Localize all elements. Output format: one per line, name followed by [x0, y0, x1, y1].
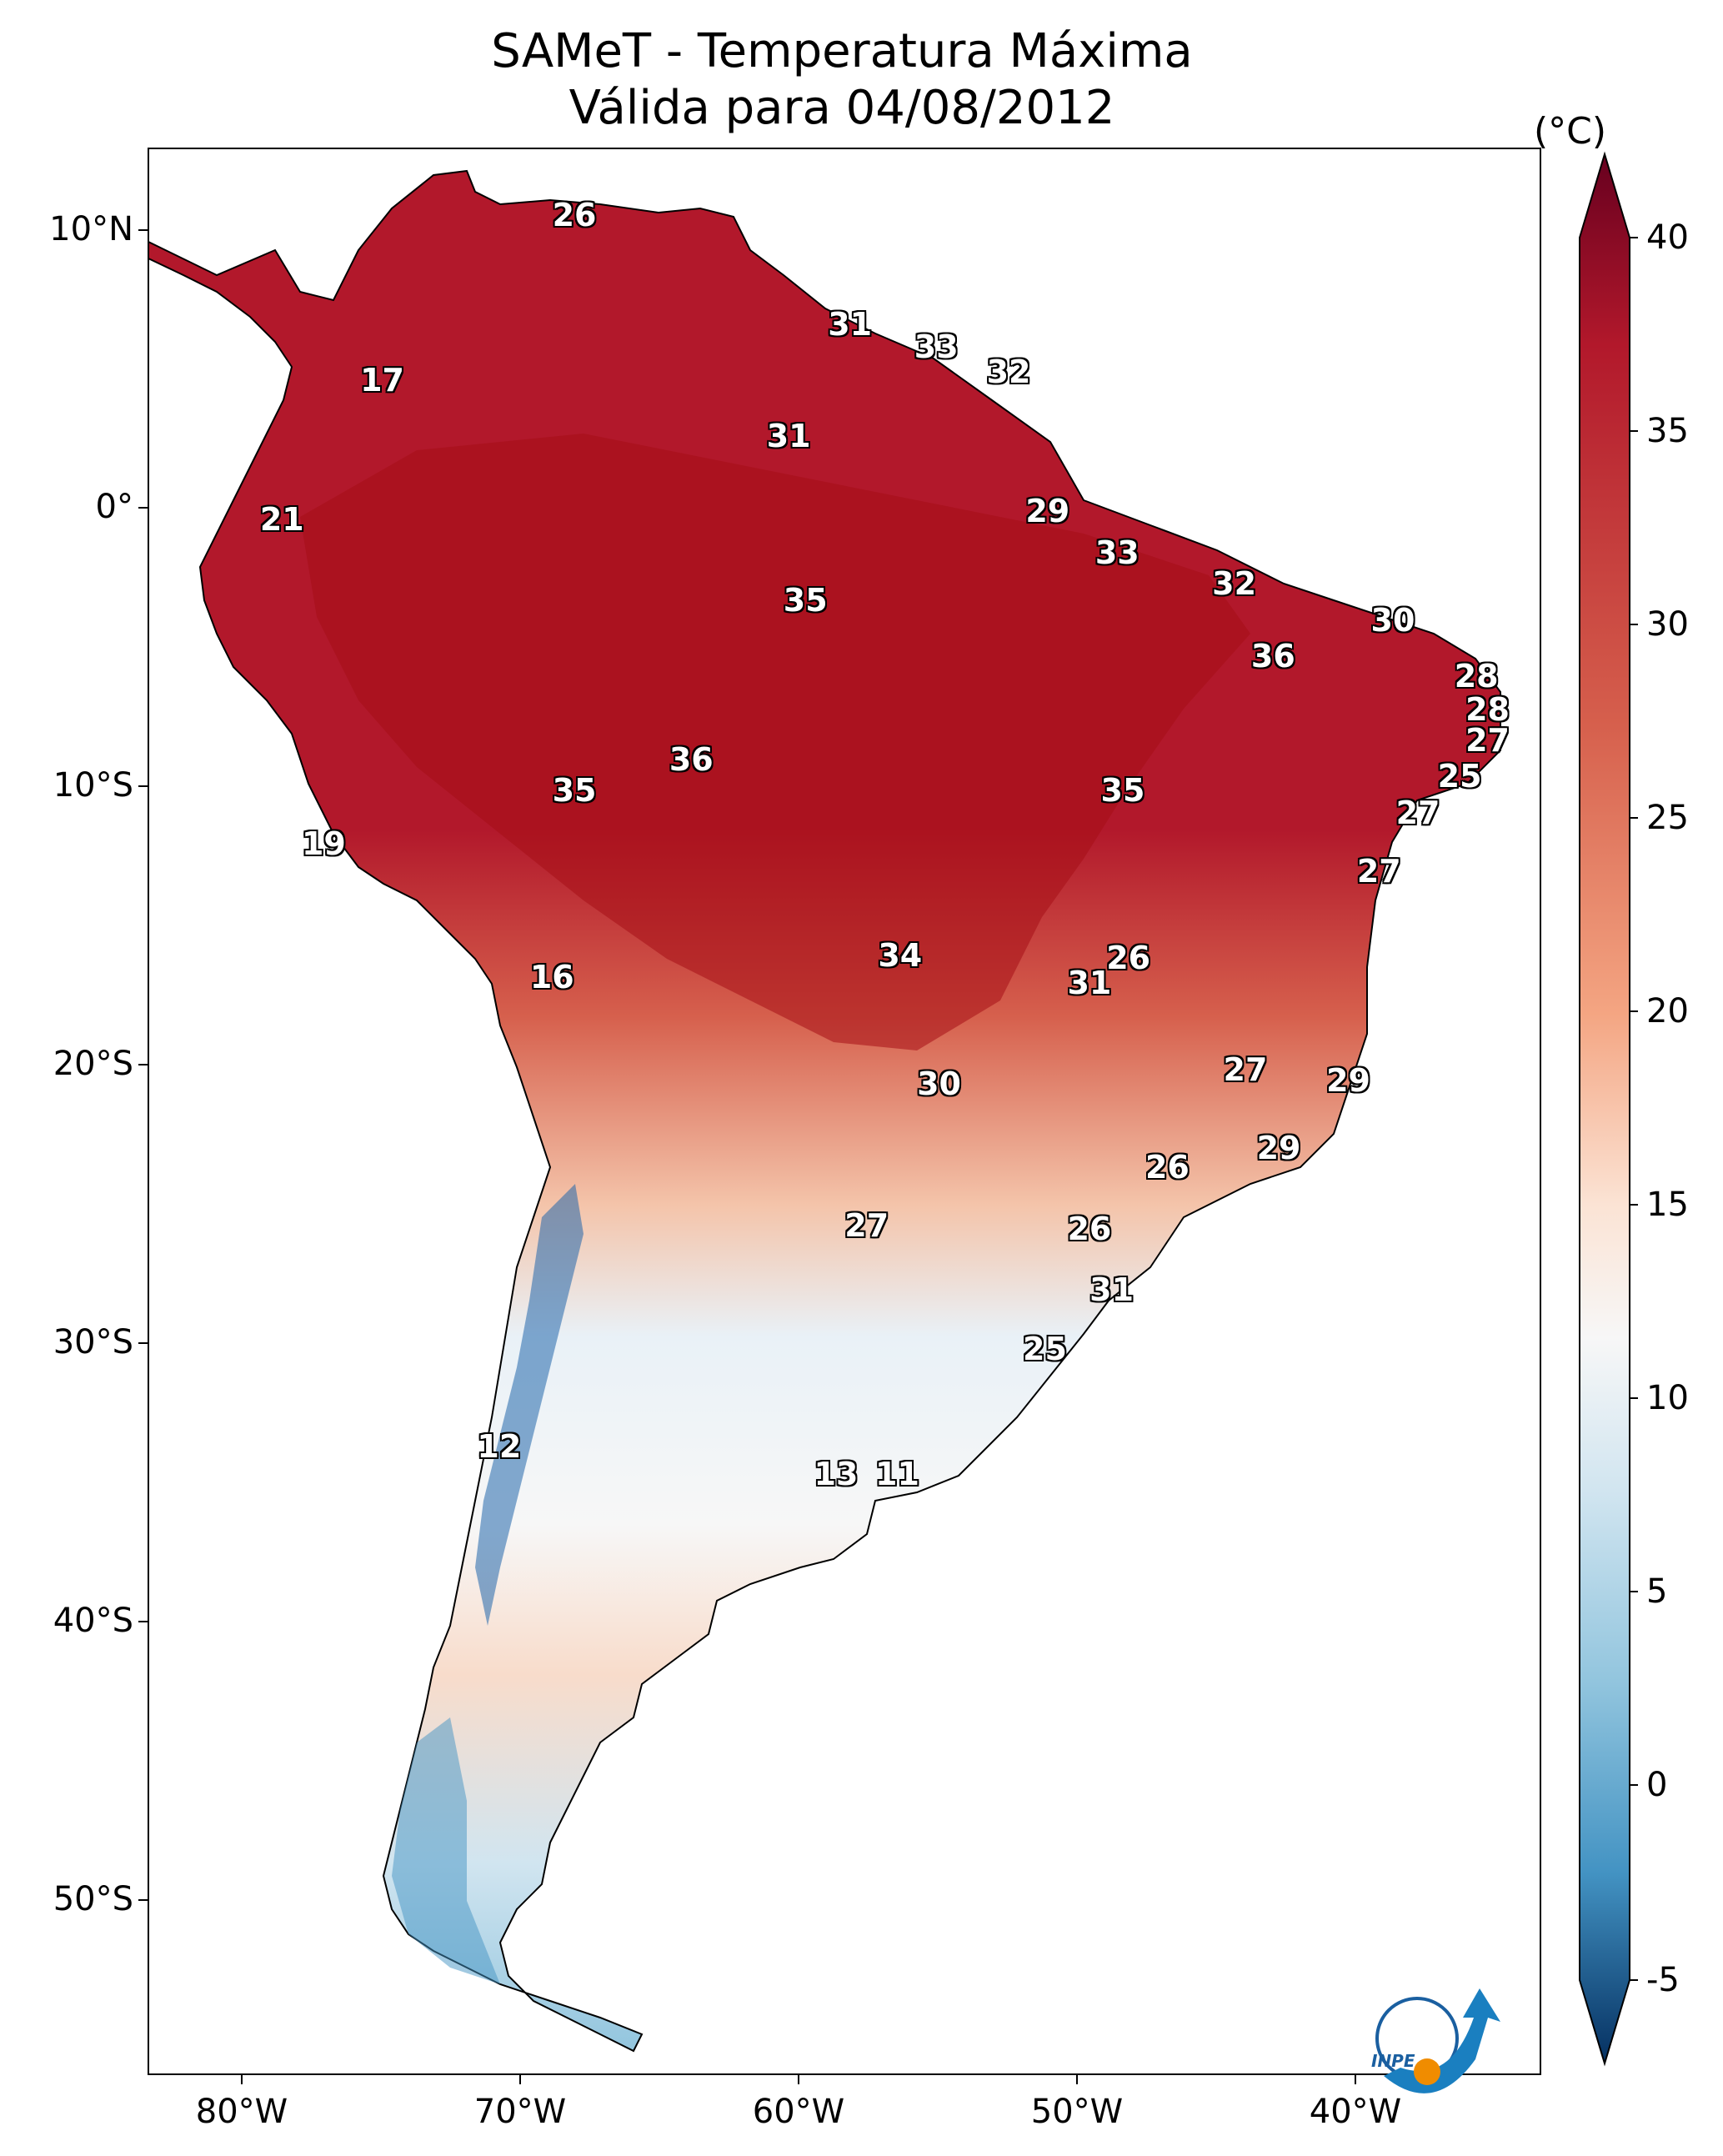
- lon-tick-label: 70°W: [473, 2093, 567, 2131]
- temperature-label: 29: [1256, 1129, 1301, 1166]
- temperature-label: 31: [1089, 1271, 1134, 1309]
- lon-tick-label: 60°W: [752, 2093, 845, 2131]
- lat-tick-label: 10°S: [53, 766, 133, 805]
- temperature-label: 27: [1223, 1050, 1268, 1088]
- temperature-label: 26: [1144, 1148, 1190, 1186]
- temperature-label: 19: [301, 825, 346, 862]
- colorbar: [1579, 151, 1630, 2067]
- temperature-label: 21: [259, 501, 304, 539]
- temperature-label: 26: [1106, 939, 1151, 976]
- temperature-label: 31: [766, 417, 811, 454]
- temperature-label: 36: [669, 741, 714, 779]
- colorbar-tick-label: 15: [1646, 1186, 1689, 1224]
- lon-tick-label: 80°W: [195, 2093, 288, 2131]
- lon-ticks: [241, 2074, 1356, 2084]
- lat-tick-label: 10°N: [49, 210, 133, 248]
- temperature-label: 27: [844, 1207, 889, 1245]
- colorbar-tick-label: 10: [1646, 1379, 1689, 1417]
- colorbar-tick-label: 5: [1646, 1572, 1668, 1611]
- temperature-label: 25: [1437, 758, 1482, 795]
- map-title: SAMeT - Temperatura Máxima: [491, 24, 1193, 78]
- lat-tick-label: 50°S: [53, 1880, 133, 1918]
- colorbar-units: (°C): [1534, 110, 1607, 153]
- colorbar-tick-label: 35: [1646, 412, 1689, 450]
- colorbar-tick-label: -5: [1646, 1961, 1680, 1999]
- lon-tick-label: 50°W: [1030, 2093, 1124, 2131]
- temperature-label: 35: [1100, 772, 1145, 809]
- temperature-label: 11: [875, 1456, 919, 1493]
- lon-tick-label: 40°W: [1309, 2093, 1402, 2131]
- lat-tick-label: 20°S: [53, 1045, 133, 1083]
- temperature-label: 28: [1454, 657, 1499, 694]
- temperature-label: 26: [552, 197, 597, 234]
- inpe-logo: [1375, 1988, 1500, 2093]
- lat-tick-label: 40°S: [53, 1602, 133, 1640]
- temperature-label: 31: [1067, 965, 1112, 1001]
- temperature-label: 27: [1465, 721, 1510, 759]
- temperature-label: 13: [814, 1456, 859, 1493]
- lat-tick-label: 30°S: [53, 1323, 133, 1361]
- temperature-label: 25: [1023, 1330, 1067, 1367]
- lat-ticks: [138, 229, 148, 1901]
- temperature-label: 30: [1370, 601, 1415, 639]
- temperature-label: 33: [1094, 534, 1139, 572]
- temperature-label: 29: [1025, 493, 1070, 530]
- temperature-label: 29: [1326, 1062, 1370, 1100]
- temperature-label: 27: [1356, 853, 1401, 890]
- temperature-label: 16: [529, 959, 574, 996]
- temperature-label: 35: [783, 582, 828, 619]
- lat-tick-label: 0°: [95, 488, 133, 526]
- temperature-label: 27: [1395, 794, 1440, 831]
- temperature-label: 26: [1067, 1210, 1112, 1247]
- temperature-label: 12: [477, 1427, 522, 1465]
- inpe-logo-text: INPE: [1371, 2051, 1415, 2071]
- hot-core-region: [300, 434, 1250, 1050]
- colorbar-tick-label: 0: [1646, 1766, 1668, 1804]
- temperature-label: 34: [878, 936, 923, 974]
- colorbar-tick-label: 40: [1646, 218, 1689, 257]
- temperature-label: 32: [986, 353, 1031, 390]
- temperature-label: 33: [914, 328, 959, 365]
- temperature-label: 31: [828, 305, 873, 343]
- temperature-label: 35: [552, 772, 597, 809]
- andes-cold-band: [475, 1184, 584, 1626]
- patagonia-cold-band: [392, 1717, 500, 1984]
- temperature-label: 30: [917, 1065, 961, 1102]
- colorbar-ticks: [1630, 237, 1638, 1981]
- temperature-label: 36: [1250, 638, 1295, 675]
- colorbar-tick-label: 30: [1646, 605, 1689, 644]
- temperature-label: 17: [360, 361, 404, 399]
- colorbar-tick-label: 25: [1646, 799, 1689, 837]
- temperature-label: 28: [1465, 690, 1510, 728]
- map-subtitle: Válida para 04/08/2012: [568, 81, 1115, 135]
- temperature-label: 32: [1212, 565, 1257, 603]
- colorbar-tick-label: 20: [1646, 992, 1689, 1030]
